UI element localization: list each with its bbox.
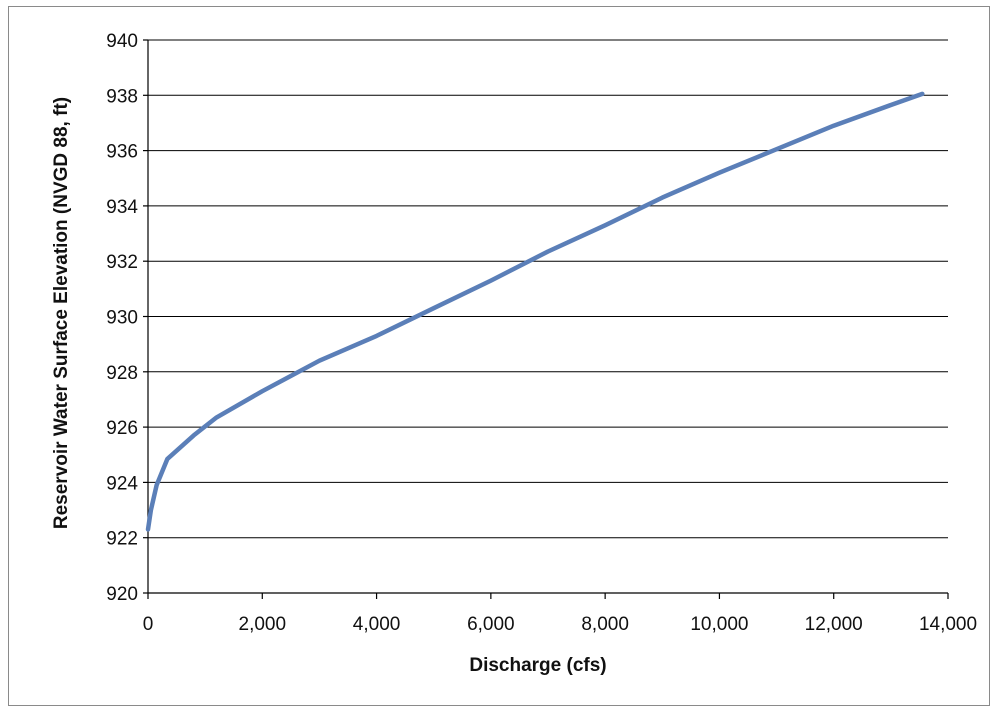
x-tick-label: 12,000 (805, 614, 863, 635)
y-axis-title: Reservoir Water Surface Elevation (NVGD … (51, 97, 72, 529)
axes (143, 39, 949, 599)
x-tick-label: 14,000 (919, 614, 977, 635)
x-axis-title: Discharge (cfs) (469, 655, 606, 676)
x-tick-label: 4,000 (353, 614, 401, 635)
x-tick-label: 10,000 (690, 614, 748, 635)
series-line (145, 91, 925, 532)
y-tick-label: 926 (106, 418, 138, 439)
x-tick-label: 2,000 (239, 614, 287, 635)
chart-frame: 0 2,000 4,000 6,000 8,000 10,000 12,000 14,000 … (8, 6, 990, 706)
x-tick-label: 8,000 (581, 614, 629, 635)
discharge-elevation-chart: 0 2,000 4,000 6,000 8,000 10,000 12,000 14,000 … (51, 31, 977, 676)
grid-lines (148, 39, 948, 539)
y-tick-label: 940 (106, 31, 138, 52)
x-tick-label: 0 (143, 614, 154, 635)
series-lines (145, 91, 925, 532)
y-tick-label: 936 (106, 142, 138, 163)
y-tick-label: 924 (106, 473, 138, 494)
y-tick-label: 928 (106, 363, 138, 384)
y-tick-labels: 920 922 924 926 928 930 932 934 936 938 940 (106, 31, 138, 605)
y-tick-label: 932 (106, 252, 138, 273)
x-tick-labels: 0 2,000 4,000 6,000 8,000 10,000 12,000 14,000 (143, 614, 977, 635)
y-tick-label: 930 (106, 308, 138, 329)
y-tick-label: 922 (106, 529, 138, 550)
y-tick-label: 934 (106, 197, 138, 218)
y-tick-label: 920 (106, 584, 138, 605)
x-tick-label: 6,000 (467, 614, 515, 635)
y-tick-label: 938 (106, 86, 138, 107)
